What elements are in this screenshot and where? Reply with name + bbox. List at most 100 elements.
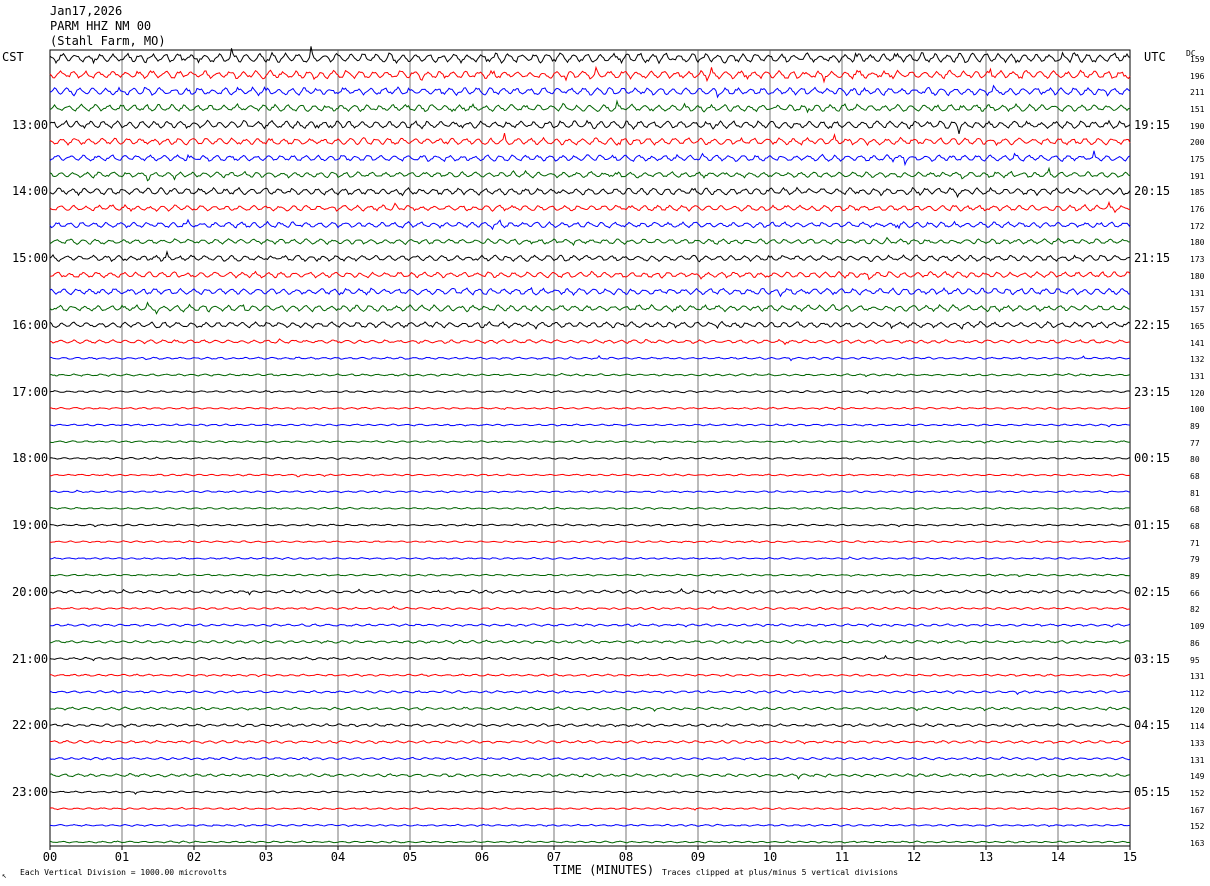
right-hour-label: 22:15 xyxy=(1134,317,1171,332)
dc-offset-value: 89 xyxy=(1190,421,1200,431)
x-tick-label: 04 xyxy=(331,850,345,864)
seismic-trace xyxy=(49,823,1131,828)
seismic-trace xyxy=(49,249,1131,263)
dc-offset-value: 86 xyxy=(1190,638,1200,648)
dc-offset-value: 112 xyxy=(1190,688,1205,698)
dc-offset-value: 176 xyxy=(1190,205,1205,215)
seismic-trace xyxy=(49,739,1131,745)
dc-offset-value: 200 xyxy=(1190,138,1205,148)
dc-offset-value: 133 xyxy=(1190,738,1205,748)
seismic-trace xyxy=(49,99,1131,114)
dc-offset-value: 180 xyxy=(1190,271,1205,281)
seismic-trace xyxy=(49,338,1131,346)
dc-offset-value: 131 xyxy=(1190,672,1205,682)
date-label: Jan17,2026 xyxy=(50,4,123,18)
right-hour-label: 03:15 xyxy=(1134,651,1171,666)
vertical-division-note: Each Vertical Division = 1000.00 microvo… xyxy=(20,868,228,877)
right-hour-label: 02:15 xyxy=(1134,584,1171,599)
left-timezone-label: CST xyxy=(2,50,24,64)
dc-offset-value: 109 xyxy=(1190,622,1205,632)
dc-offset-value: 190 xyxy=(1190,121,1205,131)
x-tick-label: 02 xyxy=(187,850,201,864)
dc-offset-value: 175 xyxy=(1190,155,1205,165)
seismic-trace xyxy=(49,440,1131,444)
x-tick-label: 10 xyxy=(763,850,777,864)
seismic-trace xyxy=(49,132,1131,147)
clipping-note: Traces clipped at plus/minus 5 vertical … xyxy=(662,868,899,877)
seismic-traces xyxy=(49,46,1131,844)
dc-offset-value: 77 xyxy=(1190,438,1200,448)
seismic-trace xyxy=(49,166,1131,182)
x-tick-label: 00 xyxy=(43,850,57,864)
dc-offset-value: 131 xyxy=(1190,371,1205,381)
dc-offset-value: 152 xyxy=(1190,788,1205,798)
seismic-trace xyxy=(49,301,1131,315)
left-hour-label: 19:00 xyxy=(12,518,49,533)
seismic-trace xyxy=(49,236,1131,247)
seismic-trace xyxy=(49,789,1131,795)
seismic-trace xyxy=(49,389,1131,395)
seismic-trace xyxy=(49,200,1131,214)
seismic-trace xyxy=(49,320,1131,330)
seismic-trace xyxy=(49,654,1131,662)
dc-offset-value: 165 xyxy=(1190,321,1205,331)
right-hour-label: 21:15 xyxy=(1134,251,1171,266)
left-hour-label: 14:00 xyxy=(12,184,49,199)
seismic-trace xyxy=(49,119,1131,135)
right-hour-label: 20:15 xyxy=(1134,184,1171,199)
seismic-trace xyxy=(49,46,1131,65)
dc-offset-value: 211 xyxy=(1190,88,1205,98)
dc-offset-value: 157 xyxy=(1190,305,1205,315)
left-hour-label: 16:00 xyxy=(12,317,49,332)
seismic-trace xyxy=(49,540,1131,544)
seismic-trace xyxy=(49,354,1131,362)
dc-offset-value: 172 xyxy=(1190,221,1205,231)
seismic-trace xyxy=(49,372,1131,378)
dc-offset-value: 89 xyxy=(1190,572,1200,582)
dc-offset-value: 80 xyxy=(1190,455,1200,465)
seismic-trace xyxy=(49,840,1131,844)
seismic-trace xyxy=(49,406,1131,411)
seismic-trace xyxy=(49,639,1131,645)
dc-offset-value: 71 xyxy=(1190,538,1200,548)
seismic-trace xyxy=(49,456,1131,461)
dc-offset-value: 114 xyxy=(1190,722,1205,732)
dc-offset-value: 159 xyxy=(1190,55,1205,64)
seismic-trace xyxy=(49,556,1131,560)
dc-offset-value: 82 xyxy=(1190,605,1200,615)
dc-offset-value: 149 xyxy=(1190,772,1205,782)
dc-offset-value: 173 xyxy=(1190,255,1205,265)
seismic-trace xyxy=(49,706,1131,712)
x-tick-label: 06 xyxy=(475,850,489,864)
dc-offset-value: 131 xyxy=(1190,755,1205,765)
left-hour-label: 21:00 xyxy=(12,651,49,666)
seismic-trace xyxy=(49,270,1131,281)
dc-offset-value: 191 xyxy=(1190,171,1205,181)
x-tick-label: 01 xyxy=(115,850,129,864)
location-label: (Stahl Farm, MO) xyxy=(50,34,166,48)
left-hour-label: 13:00 xyxy=(12,117,49,132)
seismic-trace xyxy=(49,286,1131,298)
right-hour-label: 05:15 xyxy=(1134,784,1171,799)
dc-offset-value: 131 xyxy=(1190,288,1205,298)
seismic-trace xyxy=(49,605,1131,611)
right-hour-label: 19:15 xyxy=(1134,117,1171,132)
left-hour-label: 23:00 xyxy=(12,784,49,799)
left-hour-label: 20:00 xyxy=(12,584,49,599)
x-tick-label: 15 xyxy=(1123,850,1137,864)
dc-offset-value: 151 xyxy=(1190,105,1205,115)
right-hour-label: 01:15 xyxy=(1134,518,1171,533)
x-tick-labels: 00 01 02 03 04 05 06 07 08 09 10 11 12 13 14 15 xyxy=(43,846,1137,864)
seismic-trace xyxy=(49,150,1131,167)
seismic-trace xyxy=(49,723,1131,728)
seismic-trace xyxy=(49,773,1131,780)
x-tick-label: 12 xyxy=(907,850,921,864)
left-hour-label: 17:00 xyxy=(12,384,49,399)
x-axis-label: TIME (MINUTES) xyxy=(553,863,655,877)
seismic-trace xyxy=(49,506,1131,510)
seismic-trace xyxy=(49,806,1131,811)
dc-offset-value: 66 xyxy=(1190,588,1200,598)
seismic-trace xyxy=(49,186,1131,199)
x-tick-label: 08 xyxy=(619,850,633,864)
dc-offset-value: 81 xyxy=(1190,488,1200,498)
